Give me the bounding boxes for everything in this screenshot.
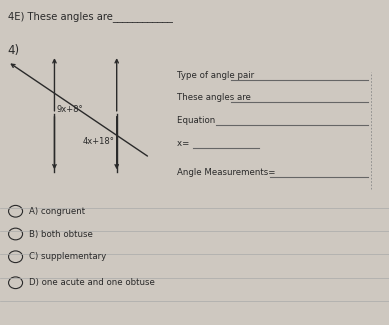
Text: A) congruent: A) congruent [29, 207, 85, 216]
Text: 4): 4) [8, 44, 20, 57]
Text: These angles are: These angles are [177, 93, 254, 102]
Text: D) one acute and one obtuse: D) one acute and one obtuse [29, 278, 155, 287]
Text: B) both obtuse: B) both obtuse [29, 229, 93, 239]
Text: Equation: Equation [177, 116, 218, 125]
Text: C) supplementary: C) supplementary [29, 252, 107, 261]
Text: Type of angle pair: Type of angle pair [177, 71, 257, 80]
Text: Angle Measurements=: Angle Measurements= [177, 168, 278, 177]
Text: 4E) These angles are____________: 4E) These angles are____________ [8, 11, 173, 22]
Text: 9x+8°: 9x+8° [56, 105, 83, 114]
Text: x=: x= [177, 139, 192, 148]
Text: 4x+18°: 4x+18° [83, 137, 115, 146]
